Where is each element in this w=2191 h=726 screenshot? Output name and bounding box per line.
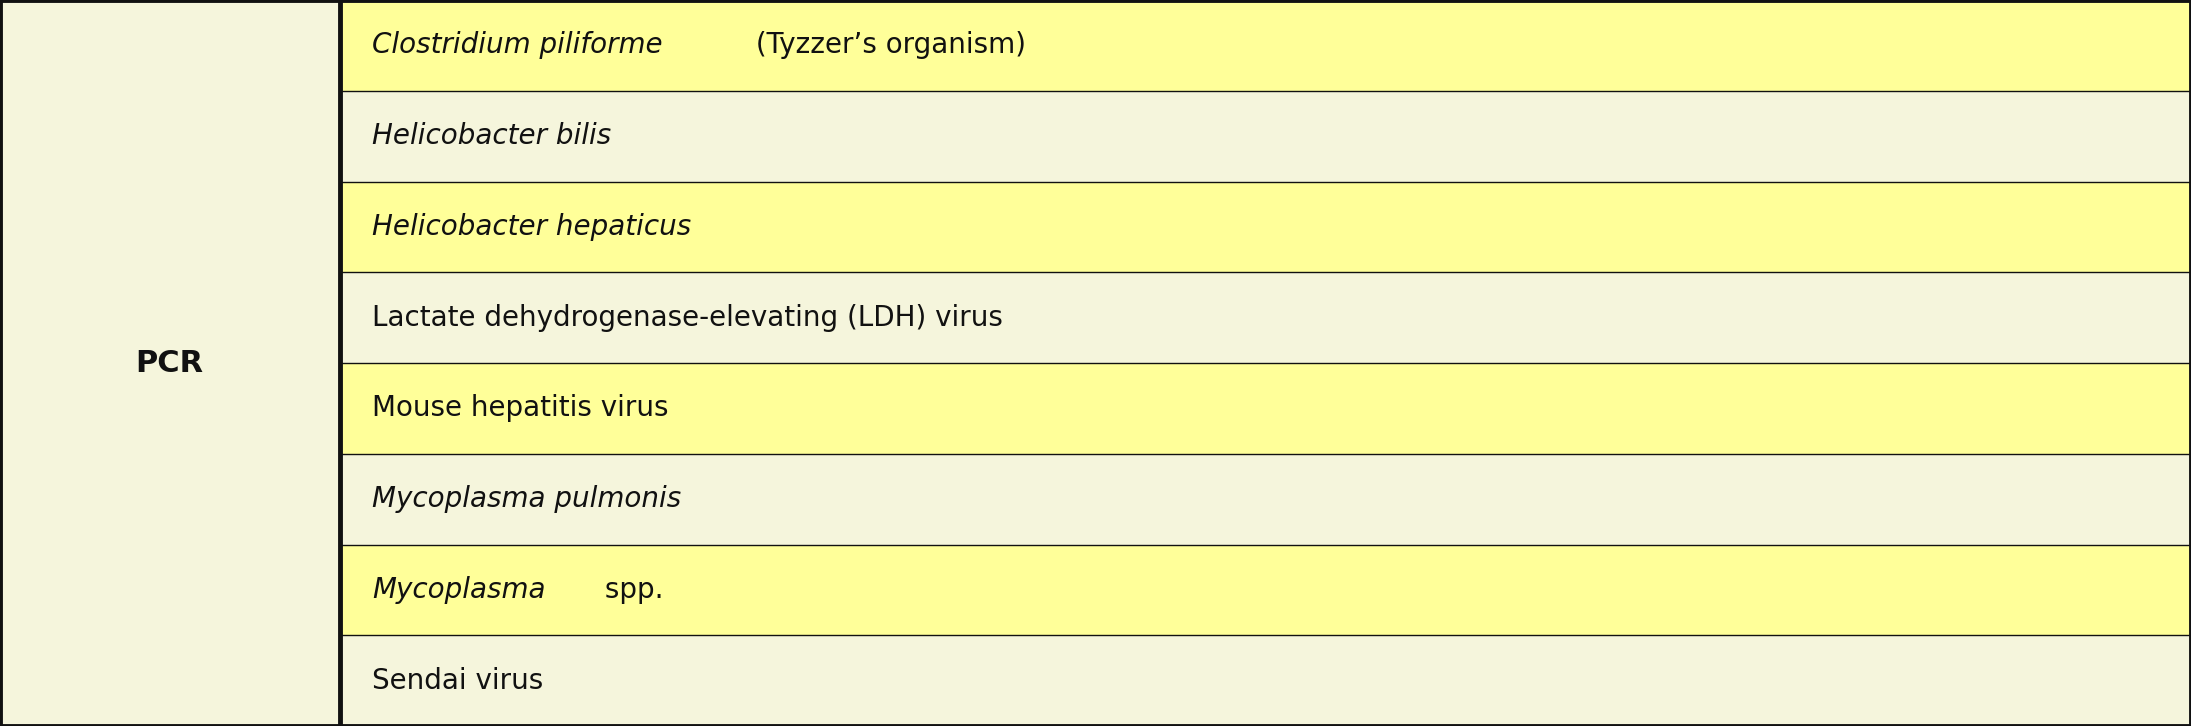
- Text: Sendai virus: Sendai virus: [372, 666, 543, 695]
- Bar: [340, 635, 2191, 726]
- Text: Mycoplasma: Mycoplasma: [372, 576, 546, 604]
- Bar: [340, 363, 2191, 454]
- Text: Clostridium piliforme: Clostridium piliforme: [372, 31, 664, 60]
- Bar: [340, 91, 2191, 182]
- Text: spp.: spp.: [596, 576, 664, 604]
- Text: Helicobacter bilis: Helicobacter bilis: [372, 122, 611, 150]
- Bar: [0, 0, 340, 726]
- Text: Helicobacter hepaticus: Helicobacter hepaticus: [372, 213, 692, 241]
- Bar: [340, 544, 2191, 635]
- Text: (Tyzzer’s organism): (Tyzzer’s organism): [747, 31, 1025, 60]
- Bar: [340, 0, 2191, 91]
- Text: Mycoplasma pulmonis: Mycoplasma pulmonis: [372, 485, 681, 513]
- Bar: [340, 182, 2191, 272]
- Text: PCR: PCR: [136, 348, 204, 378]
- Bar: [340, 454, 2191, 544]
- Text: Mouse hepatitis virus: Mouse hepatitis virus: [372, 394, 668, 423]
- Text: Lactate dehydrogenase-elevating (LDH) virus: Lactate dehydrogenase-elevating (LDH) vi…: [372, 303, 1003, 332]
- Bar: [340, 272, 2191, 363]
